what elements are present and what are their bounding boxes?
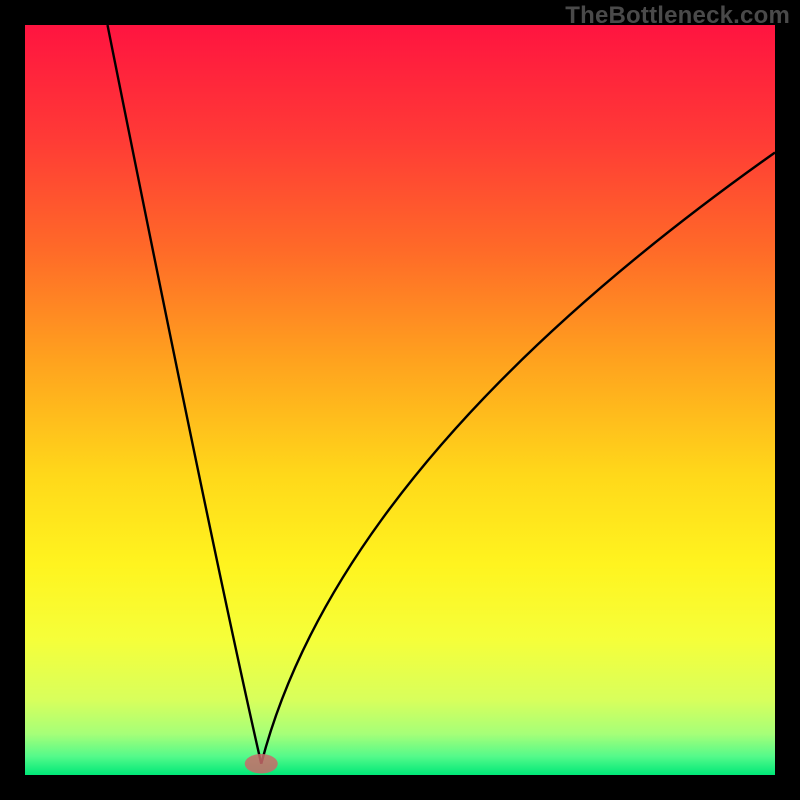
min-marker — [245, 754, 278, 773]
canvas: TheBottleneck.com — [0, 0, 800, 800]
curve-right-branch — [261, 153, 775, 764]
watermark-text: TheBottleneck.com — [565, 2, 790, 30]
plot-area — [25, 25, 775, 775]
curve-left-branch — [108, 25, 262, 764]
curve-layer — [25, 25, 775, 775]
